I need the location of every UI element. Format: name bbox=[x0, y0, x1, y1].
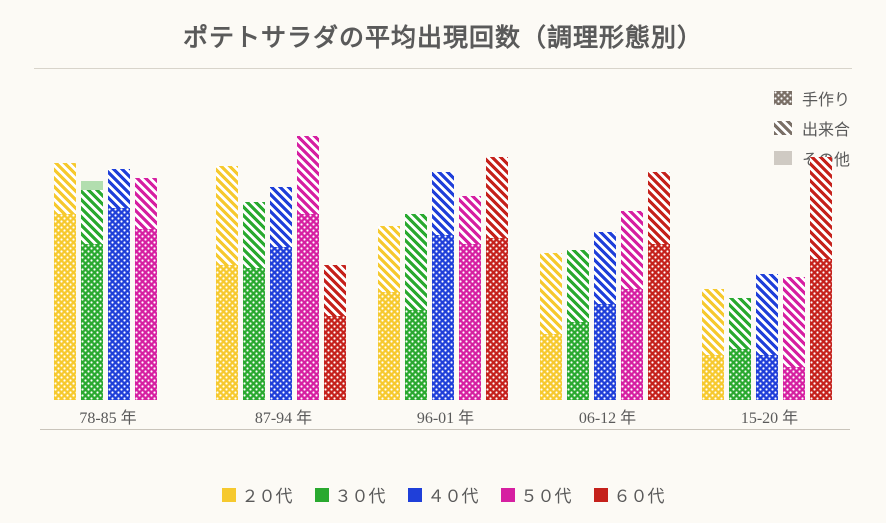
legend-age-20s: ２０代 bbox=[222, 482, 293, 507]
bar-segment-readymade bbox=[216, 166, 238, 265]
period-group: 15-20 年 bbox=[688, 100, 850, 400]
bar-segment-handmade bbox=[324, 316, 346, 400]
legend-age-50s: ５０代 bbox=[501, 482, 572, 507]
bar-segment-readymade bbox=[756, 274, 778, 355]
bar-segment-readymade bbox=[621, 211, 643, 289]
x-axis-label: 15-20 年 bbox=[741, 404, 798, 428]
bar-segment-readymade bbox=[54, 163, 76, 214]
chart-area: 78-85 年87-94 年96-01 年06-12 年15-20 年 bbox=[40, 100, 850, 430]
bar-segment-readymade bbox=[270, 187, 292, 247]
legend-color-40s-icon bbox=[408, 488, 422, 502]
bar-segment-readymade bbox=[135, 178, 157, 229]
bar-segment-readymade bbox=[540, 253, 562, 334]
bar-segment-handmade bbox=[729, 349, 751, 400]
legend-color-20s-icon bbox=[222, 488, 236, 502]
bar-segment-readymade bbox=[486, 157, 508, 238]
legend-age-60s: ６０代 bbox=[594, 482, 665, 507]
period-group: 87-94 年 bbox=[202, 100, 364, 400]
x-axis-label: 06-12 年 bbox=[579, 404, 636, 428]
period-group: 78-85 年 bbox=[40, 100, 202, 400]
x-axis bbox=[40, 429, 850, 430]
bar-segment-handmade bbox=[810, 259, 832, 400]
x-axis-label: 78-85 年 bbox=[79, 404, 136, 428]
bar-segment-other bbox=[81, 181, 103, 190]
legend-age-40s: ４０代 bbox=[408, 482, 479, 507]
period-group: 06-12 年 bbox=[526, 100, 688, 400]
bar-segment-readymade bbox=[567, 250, 589, 322]
legend-age-label: ５０代 bbox=[521, 482, 572, 507]
bar-segment-handmade bbox=[486, 238, 508, 400]
bar-segment-handmade bbox=[567, 322, 589, 400]
bar-segment-handmade bbox=[459, 244, 481, 400]
bar-segment-handmade bbox=[702, 355, 724, 400]
legend-age-label: ２０代 bbox=[242, 482, 293, 507]
bar-segment-readymade bbox=[783, 277, 805, 367]
bar-segment-handmade bbox=[432, 235, 454, 400]
bar-segment-readymade bbox=[594, 232, 616, 304]
bar-segment-readymade bbox=[810, 157, 832, 259]
bar-segment-readymade bbox=[243, 202, 265, 268]
bar-segment-readymade bbox=[729, 298, 751, 349]
bar-segment-handmade bbox=[378, 292, 400, 400]
bar-segment-readymade bbox=[648, 172, 670, 244]
x-axis-label: 96-01 年 bbox=[417, 404, 474, 428]
legend-age-30s: ３０代 bbox=[315, 482, 386, 507]
legend-age-groups: ２０代 ３０代 ４０代 ５０代 ６０代 bbox=[0, 482, 886, 507]
legend-age-label: ３０代 bbox=[335, 482, 386, 507]
legend-color-60s-icon bbox=[594, 488, 608, 502]
bar-segment-handmade bbox=[108, 208, 130, 400]
bar-segment-handmade bbox=[216, 265, 238, 400]
bar-segment-readymade bbox=[81, 190, 103, 244]
legend-color-30s-icon bbox=[315, 488, 329, 502]
bar-segment-handmade bbox=[594, 304, 616, 400]
bar-segment-handmade bbox=[405, 310, 427, 400]
legend-age-label: ４０代 bbox=[428, 482, 479, 507]
bar-segment-readymade bbox=[297, 136, 319, 214]
bar-segment-handmade bbox=[540, 334, 562, 400]
chart-title: ポテトサラダの平均出現回数（調理形態別） bbox=[0, 0, 886, 54]
bar-segment-handmade bbox=[270, 247, 292, 400]
bar-segment-handmade bbox=[243, 268, 265, 400]
bar-segment-handmade bbox=[621, 289, 643, 400]
bar-segment-readymade bbox=[378, 226, 400, 292]
bar-segment-handmade bbox=[54, 214, 76, 400]
x-axis-label: 87-94 年 bbox=[255, 404, 312, 428]
bar-segment-handmade bbox=[297, 214, 319, 400]
bar-segment-readymade bbox=[324, 265, 346, 316]
bar-segment-handmade bbox=[648, 244, 670, 400]
legend-color-50s-icon bbox=[501, 488, 515, 502]
legend-age-label: ６０代 bbox=[614, 482, 665, 507]
period-group: 96-01 年 bbox=[364, 100, 526, 400]
bar-segment-readymade bbox=[459, 196, 481, 244]
title-divider bbox=[34, 68, 852, 69]
bar-segment-readymade bbox=[432, 172, 454, 235]
bar-segment-readymade bbox=[405, 214, 427, 310]
bar-segment-handmade bbox=[135, 229, 157, 400]
bar-segment-readymade bbox=[108, 169, 130, 208]
bar-segment-handmade bbox=[783, 367, 805, 400]
bar-segment-readymade bbox=[702, 289, 724, 355]
bar-segment-handmade bbox=[81, 244, 103, 400]
bar-segment-handmade bbox=[756, 355, 778, 400]
